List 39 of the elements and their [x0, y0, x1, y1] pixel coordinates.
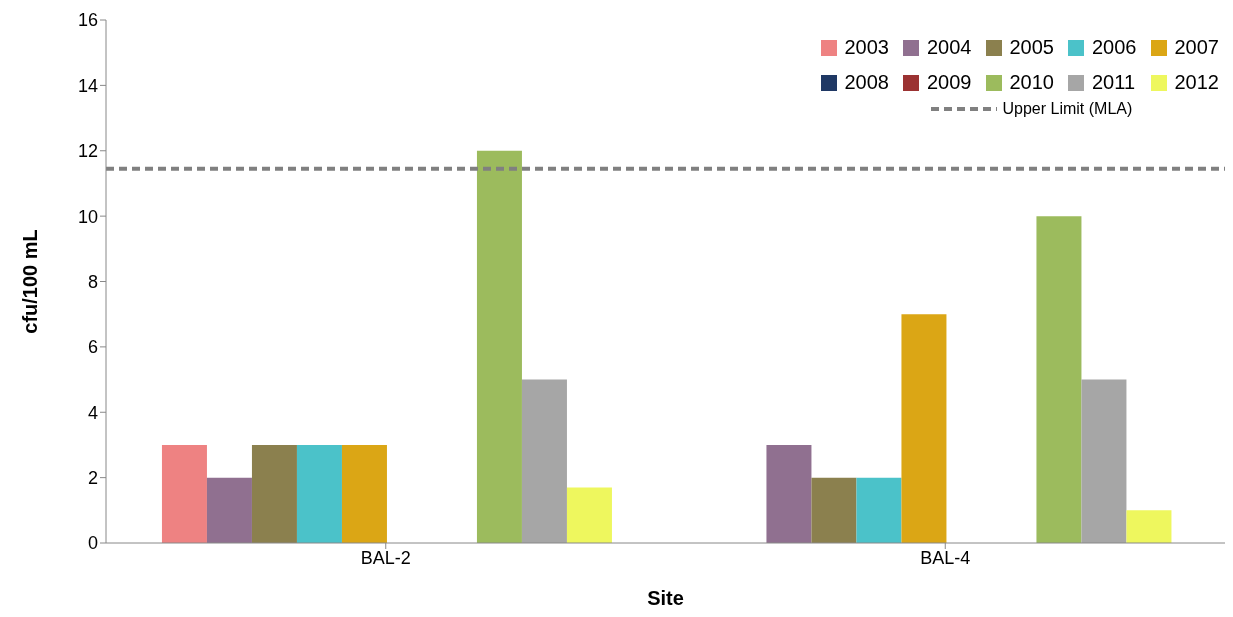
y-tick-label: 6: [87, 337, 98, 358]
bar: [811, 477, 857, 543]
bar: [476, 150, 522, 543]
bar: [1126, 510, 1172, 543]
bar: [206, 477, 252, 543]
bar: [1081, 379, 1127, 543]
y-tick-label: 4: [87, 402, 98, 423]
legend-label: 2006: [1092, 36, 1137, 59]
y-tick-label: 12: [77, 141, 98, 162]
bar: [296, 444, 342, 543]
bar: [251, 444, 297, 543]
legend-label: 2009: [927, 71, 972, 94]
y-tick-label: 8: [87, 271, 98, 292]
y-tick-label: 0: [87, 533, 98, 554]
y-tick-label: 16: [77, 10, 98, 31]
x-tick-label: BAL-2: [360, 547, 411, 568]
bar: [341, 444, 387, 543]
legend-label: Upper Limit (MLA): [1002, 100, 1133, 118]
bar: [566, 487, 612, 543]
bar: [161, 444, 207, 543]
y-tick-label: 10: [77, 206, 98, 227]
x-axis-title: Site: [647, 587, 684, 609]
legend-label: 2003: [844, 36, 889, 59]
bar: [1036, 216, 1082, 543]
y-axis-title: cfu/100 mL: [19, 229, 42, 334]
x-tick-label: BAL-4: [920, 547, 971, 568]
legend-label: 2011: [1092, 71, 1136, 94]
legend-label: 2012: [1174, 71, 1219, 94]
legend-label: 2008: [844, 71, 889, 94]
y-tick-label: 2: [87, 468, 98, 489]
legend-label: 2004: [927, 36, 972, 59]
bar: [856, 477, 902, 543]
legend-label: 2005: [1009, 36, 1054, 59]
y-tick-label: 14: [77, 75, 98, 96]
legend-label: 2007: [1174, 36, 1219, 59]
bar: [766, 444, 812, 543]
bar: [521, 379, 567, 543]
bar: [901, 314, 947, 543]
legend-label: 2010: [1009, 71, 1054, 94]
